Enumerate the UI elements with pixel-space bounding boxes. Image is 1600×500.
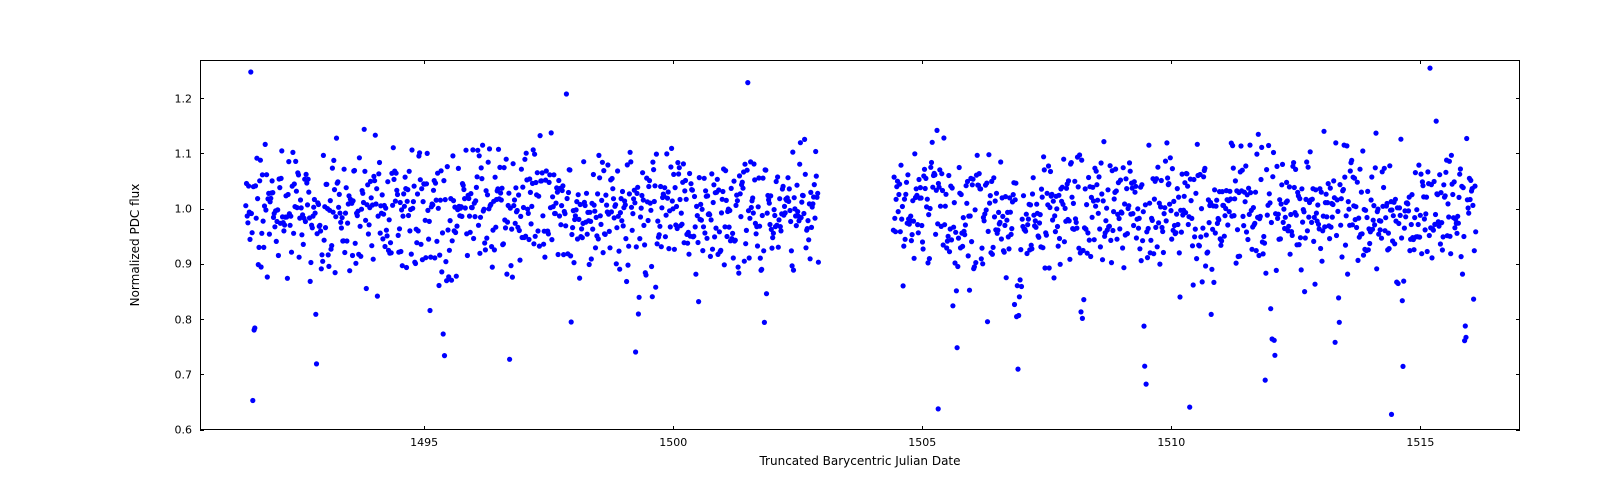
x-tick-mark	[424, 426, 425, 430]
y-tick-label: 0.9	[175, 258, 193, 271]
x-tick-mark	[1420, 426, 1421, 430]
y-tick-label: 0.8	[175, 313, 193, 326]
y-tick-mark	[1516, 430, 1520, 431]
y-tick-mark	[1516, 209, 1520, 210]
y-tick-mark	[1516, 319, 1520, 320]
x-tick-mark	[1171, 426, 1172, 430]
scatter-points	[201, 61, 1521, 431]
y-tick-mark	[1516, 98, 1520, 99]
y-tick-mark	[1516, 374, 1520, 375]
y-tick-mark	[200, 209, 204, 210]
x-tick-label: 1495	[410, 436, 438, 449]
x-tick-label: 1515	[1406, 436, 1434, 449]
x-tick-mark	[922, 426, 923, 430]
x-tick-label: 1510	[1157, 436, 1185, 449]
y-tick-mark	[200, 264, 204, 265]
x-tick-mark	[673, 426, 674, 430]
x-tick-mark	[922, 60, 923, 64]
y-tick-mark	[200, 374, 204, 375]
y-tick-mark	[1516, 264, 1520, 265]
y-tick-mark	[200, 430, 204, 431]
y-tick-label: 0.7	[175, 368, 193, 381]
x-tick-mark	[1420, 60, 1421, 64]
y-tick-label: 1.1	[175, 147, 193, 160]
x-tick-mark	[673, 60, 674, 64]
y-tick-label: 1.2	[175, 92, 193, 105]
x-tick-label: 1500	[659, 436, 687, 449]
x-tick-mark	[1171, 60, 1172, 64]
y-tick-mark	[200, 153, 204, 154]
x-tick-mark	[424, 60, 425, 64]
y-tick-mark	[200, 319, 204, 320]
y-tick-mark	[200, 98, 204, 99]
y-tick-label: 1.0	[175, 203, 193, 216]
figure: 1495 1500 1505 1510 1515 0.6 0.7 0.8 0.9 1.0 1.1 1…	[0, 0, 1600, 500]
y-axis-label: Normalized PDC flux	[128, 184, 142, 307]
plot-area	[200, 60, 1520, 430]
y-tick-mark	[1516, 153, 1520, 154]
x-tick-label: 1505	[908, 436, 936, 449]
y-tick-label: 0.6	[175, 424, 193, 437]
x-axis-label: Truncated Barycentric Julian Date	[759, 454, 960, 468]
